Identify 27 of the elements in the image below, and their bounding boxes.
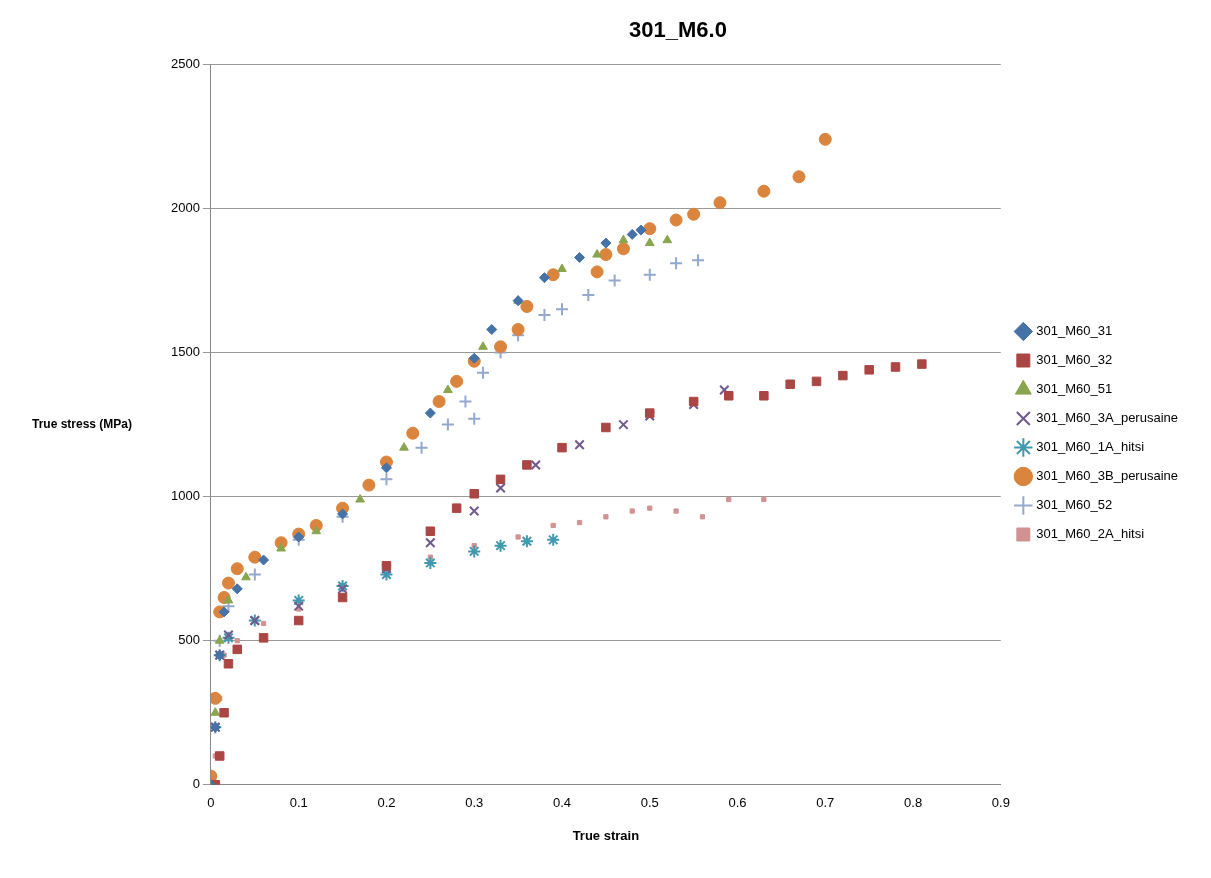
x-tick-label: 0.7 (816, 795, 835, 811)
y-tick-label: 1500 (171, 344, 200, 360)
x-tick-label: 0.2 (377, 795, 396, 811)
legend-label: 301_M60_32 (1036, 352, 1113, 368)
x-tick-label: 0.8 (904, 795, 923, 811)
legend-label: 301_M60_31 (1036, 323, 1113, 339)
x-tick-label: 0.1 (289, 795, 308, 811)
legend-label: 301_M60_2A_hitsi (1036, 526, 1145, 542)
x-tick-label: 0.5 (640, 795, 659, 811)
x-tick-label: 0 (207, 795, 215, 811)
x-tick-label: 0.4 (552, 795, 572, 811)
y-tick-label: 0 (192, 776, 200, 792)
y-tick-label: 2500 (171, 55, 200, 71)
x-tick-label: 0.3 (465, 795, 484, 811)
x-tick-label: 0.6 (728, 795, 747, 811)
legend-label: 301_M60_52 (1036, 497, 1113, 513)
legend-label: 301_M60_51 (1036, 381, 1113, 397)
y-tick-label: 2000 (171, 200, 200, 216)
legend-label: 301_M60_3B_perusaine (1036, 468, 1178, 484)
legend-label: 301_M60_1A_hitsi (1036, 439, 1145, 455)
y-tick-label: 1000 (171, 488, 200, 504)
y-tick-label: 500 (178, 632, 200, 648)
y-axis-title: True stress (MPa) (32, 416, 133, 431)
x-tick-label: 0.9 (991, 795, 1010, 811)
legend-label: 301_M60_3A_perusaine (1036, 410, 1178, 426)
x-axis-title: True strain (572, 827, 640, 843)
chart-title: 301_M6.0 (629, 17, 727, 43)
